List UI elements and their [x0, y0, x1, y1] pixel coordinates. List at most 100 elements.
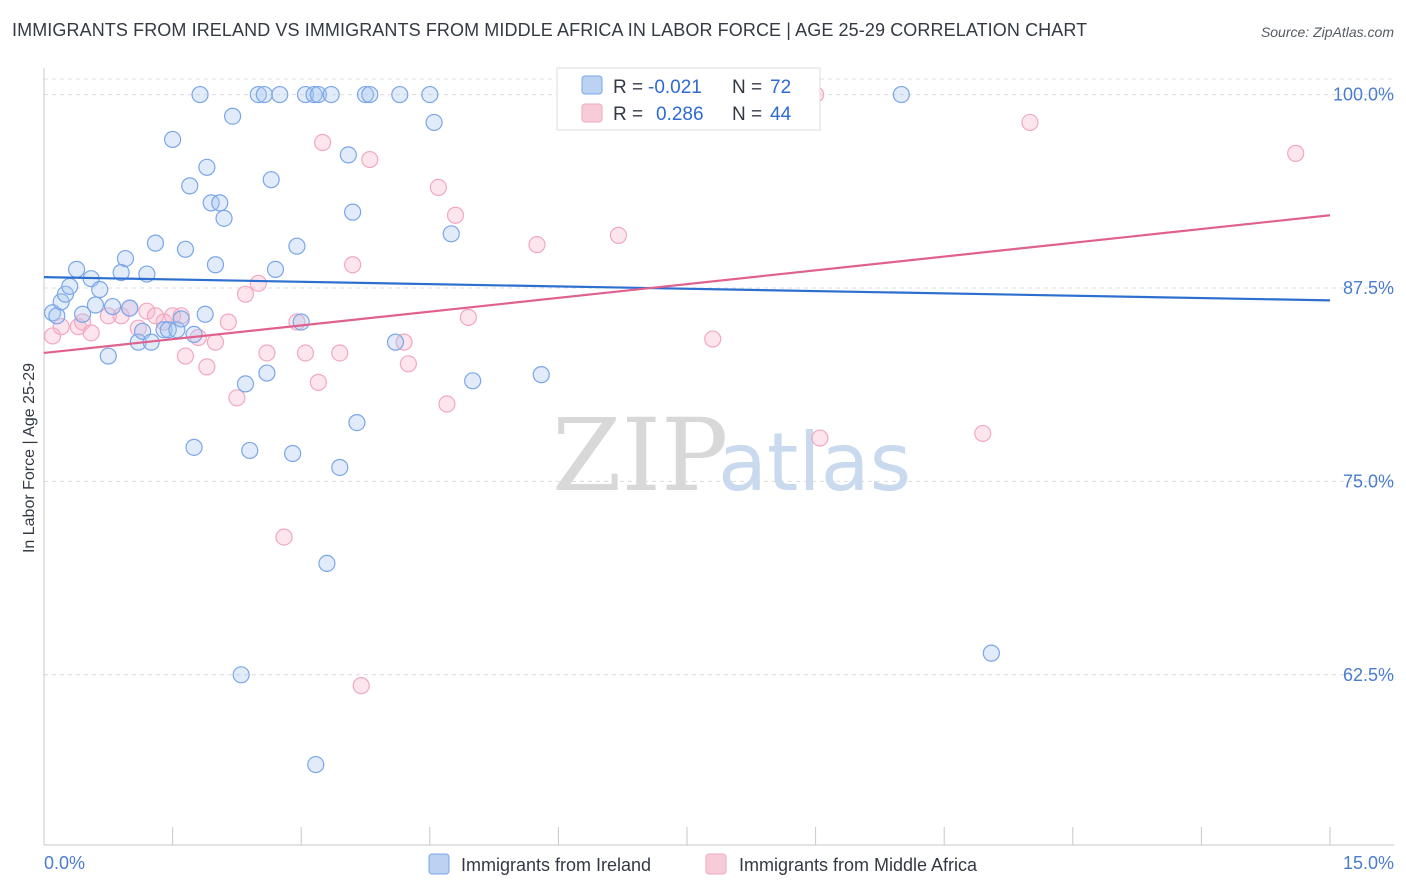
point-ireland — [262, 171, 280, 189]
axes — [43, 68, 1394, 846]
watermark: ZIP atlas — [552, 397, 911, 514]
point-middle-africa — [352, 677, 370, 695]
x-tick-labels: 0.0% 15.0% — [44, 853, 1394, 873]
point-ireland — [176, 240, 195, 258]
point-middle-africa — [331, 344, 349, 362]
point-middle-africa — [459, 308, 477, 326]
legend-n-label-ireland: N = — [732, 77, 762, 98]
point-middle-africa — [309, 373, 327, 391]
point-ireland — [86, 296, 105, 314]
point-middle-africa — [1021, 113, 1039, 132]
point-ireland — [116, 249, 135, 268]
data-points — [43, 85, 1305, 774]
point-middle-africa — [609, 226, 628, 244]
legend: R = -0.021 N = 72 R = 0.286 N = 44 — [556, 67, 821, 131]
point-ireland — [309, 85, 327, 104]
point-ireland — [331, 458, 349, 477]
point-ireland — [255, 85, 273, 104]
point-middle-africa — [82, 324, 100, 342]
point-ireland — [386, 333, 405, 351]
chart-source: Source: ZipAtlas.com — [1260, 24, 1394, 40]
point-ireland — [266, 260, 285, 279]
point-ireland — [288, 237, 306, 255]
point-middle-africa — [146, 307, 165, 325]
legend-n-value-ireland: 72 — [770, 77, 791, 98]
point-middle-africa — [704, 330, 722, 348]
chart-title: IMMIGRANTS FROM IRELAND VS IMMIGRANTS FR… — [12, 20, 1088, 40]
legend-r-value-middle-africa: 0.286 — [656, 104, 704, 125]
point-ireland — [215, 209, 233, 227]
legend-r-label-middle-africa: R = — [613, 104, 643, 125]
point-ireland — [112, 263, 130, 282]
point-middle-africa — [296, 344, 315, 362]
point-ireland — [224, 107, 242, 125]
point-ireland — [185, 325, 203, 343]
point-middle-africa — [399, 355, 417, 373]
point-middle-africa — [258, 344, 276, 362]
point-middle-africa — [206, 333, 225, 351]
point-middle-africa — [236, 285, 255, 303]
x-tick-label-max: 15.0% — [1343, 853, 1394, 873]
bottom-legend-label-ireland: Immigrants from Ireland — [461, 855, 651, 875]
x-tick-label-min: 0.0% — [44, 853, 85, 873]
point-ireland — [191, 85, 209, 104]
point-ireland — [241, 441, 259, 460]
point-ireland — [348, 413, 366, 432]
point-middle-africa — [528, 236, 546, 254]
point-ireland — [284, 444, 302, 463]
point-middle-africa — [1287, 144, 1305, 162]
bottom-legend-swatch-ireland — [428, 853, 450, 875]
point-middle-africa — [249, 274, 267, 292]
y-tick-label: 62.5% — [1343, 665, 1394, 685]
point-ireland — [164, 130, 182, 149]
y-axis-label: In Labor Force | Age 25-29 — [21, 363, 38, 553]
point-ireland — [172, 310, 190, 328]
watermark-zip: ZIP — [552, 397, 728, 514]
y-tick-labels: 62.5% 75.0% 87.5% 100.0% — [1333, 85, 1394, 685]
point-ireland — [442, 225, 460, 243]
point-ireland — [258, 364, 276, 382]
point-middle-africa — [176, 347, 195, 365]
point-middle-africa — [344, 256, 362, 274]
point-ireland — [73, 305, 92, 323]
point-ireland — [211, 194, 229, 212]
point-middle-africa — [198, 358, 216, 376]
point-middle-africa — [219, 313, 237, 331]
point-middle-africa — [446, 206, 465, 224]
y-tick-label: 75.0% — [1343, 471, 1394, 491]
point-ireland — [91, 280, 109, 299]
point-ireland — [236, 375, 255, 393]
point-middle-africa — [361, 150, 379, 169]
point-middle-africa — [429, 178, 447, 197]
point-ireland — [307, 755, 325, 774]
point-ireland — [464, 372, 482, 390]
point-ireland — [532, 366, 550, 384]
trend-line-middle-africa — [43, 214, 1331, 355]
point-ireland — [322, 85, 340, 104]
point-ireland — [292, 313, 310, 331]
point-middle-africa — [43, 327, 62, 345]
point-ireland — [892, 85, 910, 104]
bottom-legend: Immigrants from Ireland Immigrants from … — [428, 853, 978, 875]
watermark-atlas: atlas — [718, 416, 911, 509]
point-ireland — [982, 644, 1000, 662]
legend-swatch-middle-africa — [581, 103, 603, 123]
point-middle-africa — [275, 528, 293, 546]
point-middle-africa — [314, 133, 332, 152]
trend-line-ireland — [43, 276, 1331, 302]
bottom-legend-label-middle-africa: Immigrants from Middle Africa — [739, 855, 978, 875]
point-ireland — [206, 256, 225, 274]
point-ireland — [344, 203, 362, 221]
point-ireland — [61, 277, 79, 296]
point-ireland — [421, 85, 439, 104]
point-ireland — [232, 666, 250, 684]
point-ireland — [361, 85, 379, 104]
point-ireland — [67, 260, 86, 279]
point-ireland — [249, 85, 267, 104]
point-middle-africa — [138, 302, 156, 320]
point-ireland — [271, 85, 289, 104]
point-ireland — [318, 554, 336, 572]
point-ireland — [103, 297, 122, 316]
point-ireland — [146, 234, 165, 252]
